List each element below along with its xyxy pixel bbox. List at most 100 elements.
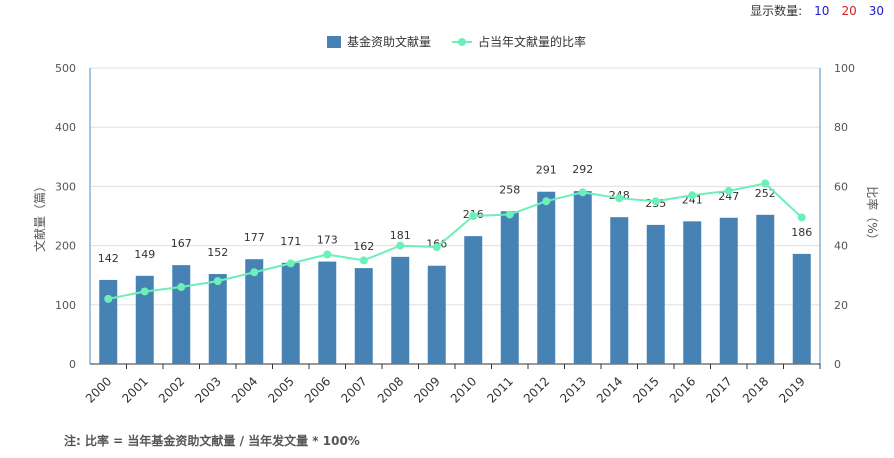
- y-tick-label: 500: [55, 62, 76, 75]
- legend-line-marker: [458, 38, 466, 46]
- bar: [683, 221, 702, 364]
- ratio-point: [323, 250, 332, 259]
- ratio-point: [213, 277, 222, 286]
- bar-value-label: 181: [390, 229, 411, 242]
- bar: [135, 275, 154, 364]
- bar: [464, 236, 483, 364]
- x-tick-label: 2004: [229, 374, 260, 405]
- bar: [318, 261, 337, 364]
- bar: [500, 211, 519, 364]
- y-tick-label: 200: [55, 240, 76, 253]
- ratio-point: [140, 287, 149, 296]
- ratio-point: [286, 259, 295, 268]
- display-count-selector: 显示数量: 10 20 30: [750, 2, 884, 19]
- ratio-point: [615, 194, 624, 203]
- bar-value-label: 291: [536, 164, 557, 177]
- ratio-point: [505, 210, 514, 219]
- bar-value-label: 162: [353, 240, 374, 253]
- ratio-point: [688, 191, 697, 200]
- y-axis-title: 文献量（篇）: [32, 180, 47, 252]
- ratio-point: [469, 212, 478, 220]
- x-tick-label: 2016: [667, 374, 698, 405]
- x-tick-label: 2014: [594, 374, 625, 405]
- y2-tick-label: 100: [834, 62, 855, 75]
- y-tick-label: 300: [55, 180, 76, 193]
- ratio-point: [724, 186, 733, 195]
- y-tick-label: 400: [55, 121, 76, 134]
- bar: [646, 224, 665, 364]
- bar: [245, 259, 264, 364]
- x-tick-label: 2006: [302, 374, 333, 405]
- bar: [537, 191, 556, 364]
- y-tick-label: 100: [55, 299, 76, 312]
- ratio-point: [542, 197, 551, 206]
- x-tick-label: 2010: [448, 374, 479, 405]
- ratio-point: [396, 241, 405, 250]
- display-count-label: 显示数量:: [750, 4, 803, 18]
- bar: [281, 262, 300, 364]
- ratio-point: [651, 197, 660, 206]
- bar-value-label: 171: [280, 235, 301, 248]
- y-tick-label: 0: [69, 358, 76, 371]
- display-count-10[interactable]: 10: [814, 3, 830, 18]
- x-tick-label: 2003: [192, 374, 223, 405]
- ratio-point: [359, 256, 368, 265]
- ratio-point: [797, 213, 806, 222]
- display-count-20[interactable]: 20: [841, 3, 857, 18]
- bar-value-label: 149: [134, 248, 155, 261]
- y2-tick-label: 20: [834, 299, 848, 312]
- ratio-point: [104, 294, 113, 303]
- bar: [427, 265, 446, 364]
- legend-bar-swatch: [327, 36, 341, 48]
- ratio-point: [761, 179, 770, 188]
- bar: [792, 253, 811, 364]
- x-tick-label: 2001: [119, 374, 150, 405]
- ratio-point: [432, 243, 441, 252]
- bar-value-label: 247: [718, 190, 739, 203]
- y2-tick-label: 80: [834, 121, 848, 134]
- legend-line-label: 占当年文献量的比率: [478, 34, 586, 49]
- ratio-point: [578, 188, 587, 197]
- x-tick-label: 2013: [557, 374, 588, 405]
- x-tick-label: 2018: [740, 374, 771, 405]
- display-count-30[interactable]: 30: [868, 3, 884, 18]
- funding-chart: 0 100 200 300 400 500 0 20 40 60 80 100 文献量（篇） 比率（%） 1…: [32, 34, 880, 406]
- bar: [610, 217, 629, 364]
- bar-value-label: 186: [791, 226, 812, 239]
- x-tick-label: 2015: [630, 374, 661, 405]
- ratio-note: 注: 比率 = 当年基金资助文献量 / 当年发文量 * 100%: [64, 434, 360, 448]
- bar: [208, 274, 227, 364]
- ratio-line: [108, 182, 803, 300]
- bar: [573, 191, 592, 364]
- bar-value-label: 152: [207, 246, 228, 259]
- x-tick-label: 2019: [776, 374, 807, 405]
- bar-value-label: 142: [98, 252, 119, 265]
- bar-value-label: 252: [755, 187, 776, 200]
- bar-value-label: 258: [499, 183, 520, 196]
- bar-value-label: 292: [572, 163, 593, 176]
- y2-tick-label: 0: [834, 358, 841, 371]
- y2-axis-title: 比率（%）: [865, 186, 880, 245]
- bar: [172, 265, 191, 364]
- x-tick-label: 2005: [265, 374, 296, 405]
- x-tick-label: 2017: [703, 374, 734, 405]
- y2-tick-label: 60: [834, 180, 848, 193]
- bar: [719, 217, 738, 364]
- ratio-point: [177, 283, 186, 292]
- x-tick-label: 2000: [83, 374, 114, 405]
- bar: [99, 279, 118, 364]
- bar-value-label: 177: [244, 231, 265, 244]
- x-tick-label: 2011: [484, 374, 515, 405]
- x-tick-label: 2002: [156, 374, 187, 405]
- bar-value-label: 167: [171, 237, 192, 250]
- x-tick-label: 2009: [411, 374, 442, 405]
- bar: [354, 268, 373, 364]
- bar: [391, 256, 410, 364]
- x-tick-label: 2012: [521, 374, 552, 405]
- y2-tick-label: 40: [834, 240, 848, 253]
- bar: [756, 214, 775, 364]
- x-tick-label: 2007: [338, 374, 369, 405]
- ratio-point: [250, 268, 259, 277]
- bar-value-label: 173: [317, 234, 338, 247]
- x-tick-label: 2008: [375, 374, 406, 405]
